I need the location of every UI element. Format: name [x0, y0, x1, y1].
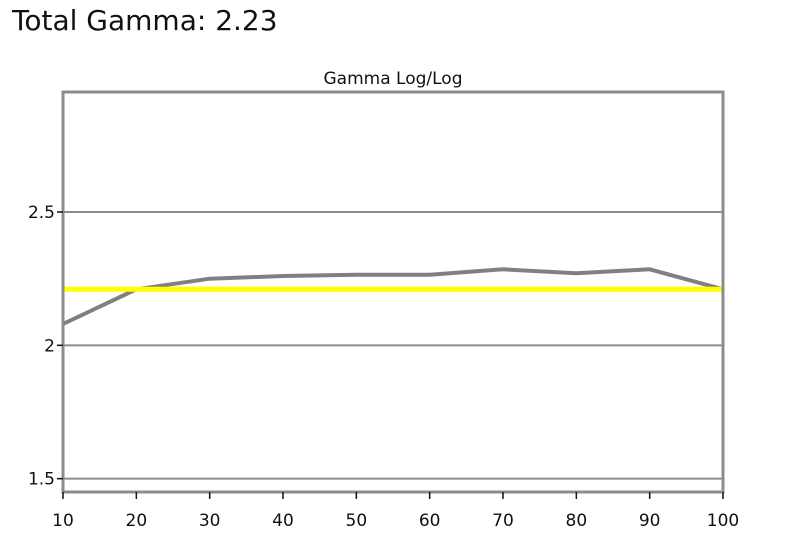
y-tick-label-2: 2.5 [28, 203, 55, 223]
x-tick-label-2: 30 [199, 511, 221, 531]
x-tick-label-7: 80 [566, 511, 588, 531]
grid-lines [63, 211, 723, 480]
x-tick-label-1: 20 [126, 511, 148, 531]
x-tick-label-6: 70 [492, 511, 514, 531]
x-tick-label-8: 90 [639, 511, 661, 531]
plot-frame [61, 90, 725, 494]
measured-gamma-line [62, 267, 724, 326]
x-tick-label-3: 40 [272, 511, 294, 531]
x-tick-label-5: 60 [419, 511, 441, 531]
x-tick-label-9: 100 [707, 511, 739, 531]
y-tick-label-0: 1.5 [28, 470, 55, 490]
x-tick-label-0: 10 [52, 511, 74, 531]
y-tick-label-1: 2 [44, 336, 55, 356]
total-gamma-heading: Total Gamma: 2.23 [12, 4, 278, 37]
chart-title: Gamma Log/Log [324, 69, 463, 89]
x-tick-label-4: 50 [346, 511, 368, 531]
axis-ticks: 1.5 2 2.5 10 20 30 40 50 60 70 80 90 100 [28, 203, 739, 531]
series-lines [62, 267, 724, 326]
